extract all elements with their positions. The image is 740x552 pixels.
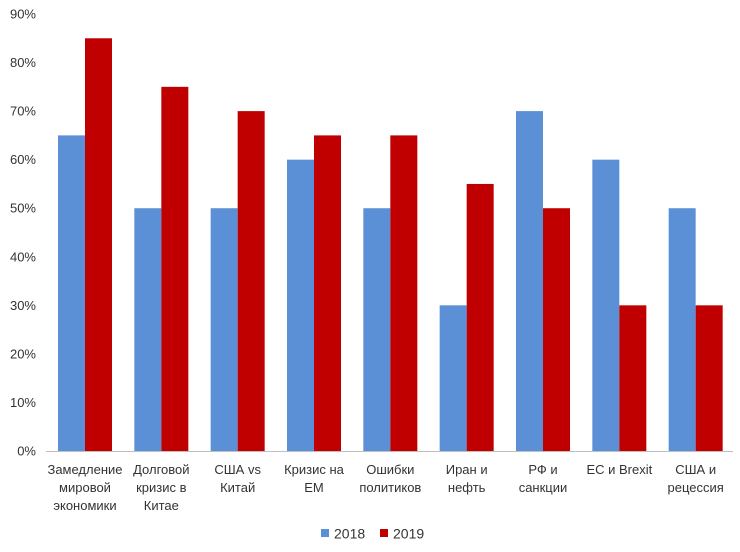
y-tick-label: 20% [10, 346, 36, 361]
bar-2019-3 [314, 135, 341, 451]
bar-2019-4 [390, 135, 418, 451]
category-label-line: нефть [448, 480, 486, 495]
category-label: РФ и санкции [519, 462, 568, 495]
y-tick-label: 0% [17, 444, 36, 459]
bar-2019-5 [466, 183, 494, 451]
category-label-line: Китае [144, 498, 179, 513]
category-label: Долговой кризис в Китае [133, 462, 189, 513]
category-label-line: рецессия [668, 480, 724, 495]
category-label: ЕС и Brexit [586, 462, 652, 477]
category-label: Иран и нефть [446, 462, 488, 495]
category-label-line: ЕС и Brexit [586, 462, 652, 477]
category-label: США и рецессия [668, 462, 724, 495]
category-label-line: мировой [59, 480, 111, 495]
category-label-line: Китай [220, 480, 255, 495]
bar-2018-8 [668, 208, 696, 451]
bar-2019-8 [695, 305, 723, 451]
category-label-line: РФ и [528, 462, 557, 477]
bar-2018-4 [363, 208, 391, 451]
y-axis-ticks: 0% 10% 20% 30% 40% 50% 60% 70% 80% 90% [10, 7, 36, 459]
bar-2018-5 [439, 305, 467, 451]
bar-2018-2 [210, 208, 238, 451]
y-tick-label: 90% [10, 7, 36, 22]
legend: 2018 2019 [321, 526, 424, 542]
bar-2019-0 [85, 38, 112, 452]
bar-2018-7 [592, 159, 620, 451]
category-label-line: Ошибки [366, 462, 414, 477]
category-label-line: экономики [53, 498, 116, 513]
bar-2019-1 [161, 86, 189, 451]
y-tick-label: 50% [10, 201, 36, 216]
bars [58, 38, 723, 452]
bar-2019-6 [543, 208, 570, 451]
y-tick-label: 70% [10, 104, 36, 119]
bar-2018-3 [287, 159, 314, 451]
bar-2019-2 [237, 111, 265, 451]
y-tick-label: 60% [10, 152, 36, 167]
y-tick-label: 40% [10, 249, 36, 264]
legend-label: 2018 [334, 526, 365, 542]
category-label-line: Кризис на [284, 462, 345, 477]
bar-2018-1 [134, 208, 162, 451]
y-tick-label: 30% [10, 298, 36, 313]
category-label-line: политиков [359, 480, 421, 495]
category-label-line: Иран и [446, 462, 488, 477]
category-label-line: санкции [519, 480, 568, 495]
category-label: Ошибки политиков [359, 462, 421, 495]
category-label: Кризис на ЕМ [284, 462, 345, 495]
category-label-line: Долговой [133, 462, 189, 477]
category-label-line: ЕМ [304, 480, 324, 495]
category-label-line: кризис в [136, 480, 187, 495]
legend-swatch-2019 [380, 529, 388, 537]
bar-2019-7 [619, 305, 647, 451]
category-label-line: США vs [214, 462, 261, 477]
bar-2018-0 [58, 135, 85, 451]
x-axis-labels: Замедление мировой экономики Долговой кризис… [47, 462, 723, 513]
category-label-line: США и [675, 462, 716, 477]
category-label: США vs Китай [214, 462, 261, 495]
legend-swatch-2018 [321, 529, 329, 537]
bar-2018-6 [516, 111, 543, 451]
legend-label: 2019 [393, 526, 424, 542]
category-label-line: Замедление [47, 462, 122, 477]
y-tick-label: 10% [10, 395, 36, 410]
category-label: Замедление мировой экономики [47, 462, 122, 513]
y-tick-label: 80% [10, 55, 36, 70]
